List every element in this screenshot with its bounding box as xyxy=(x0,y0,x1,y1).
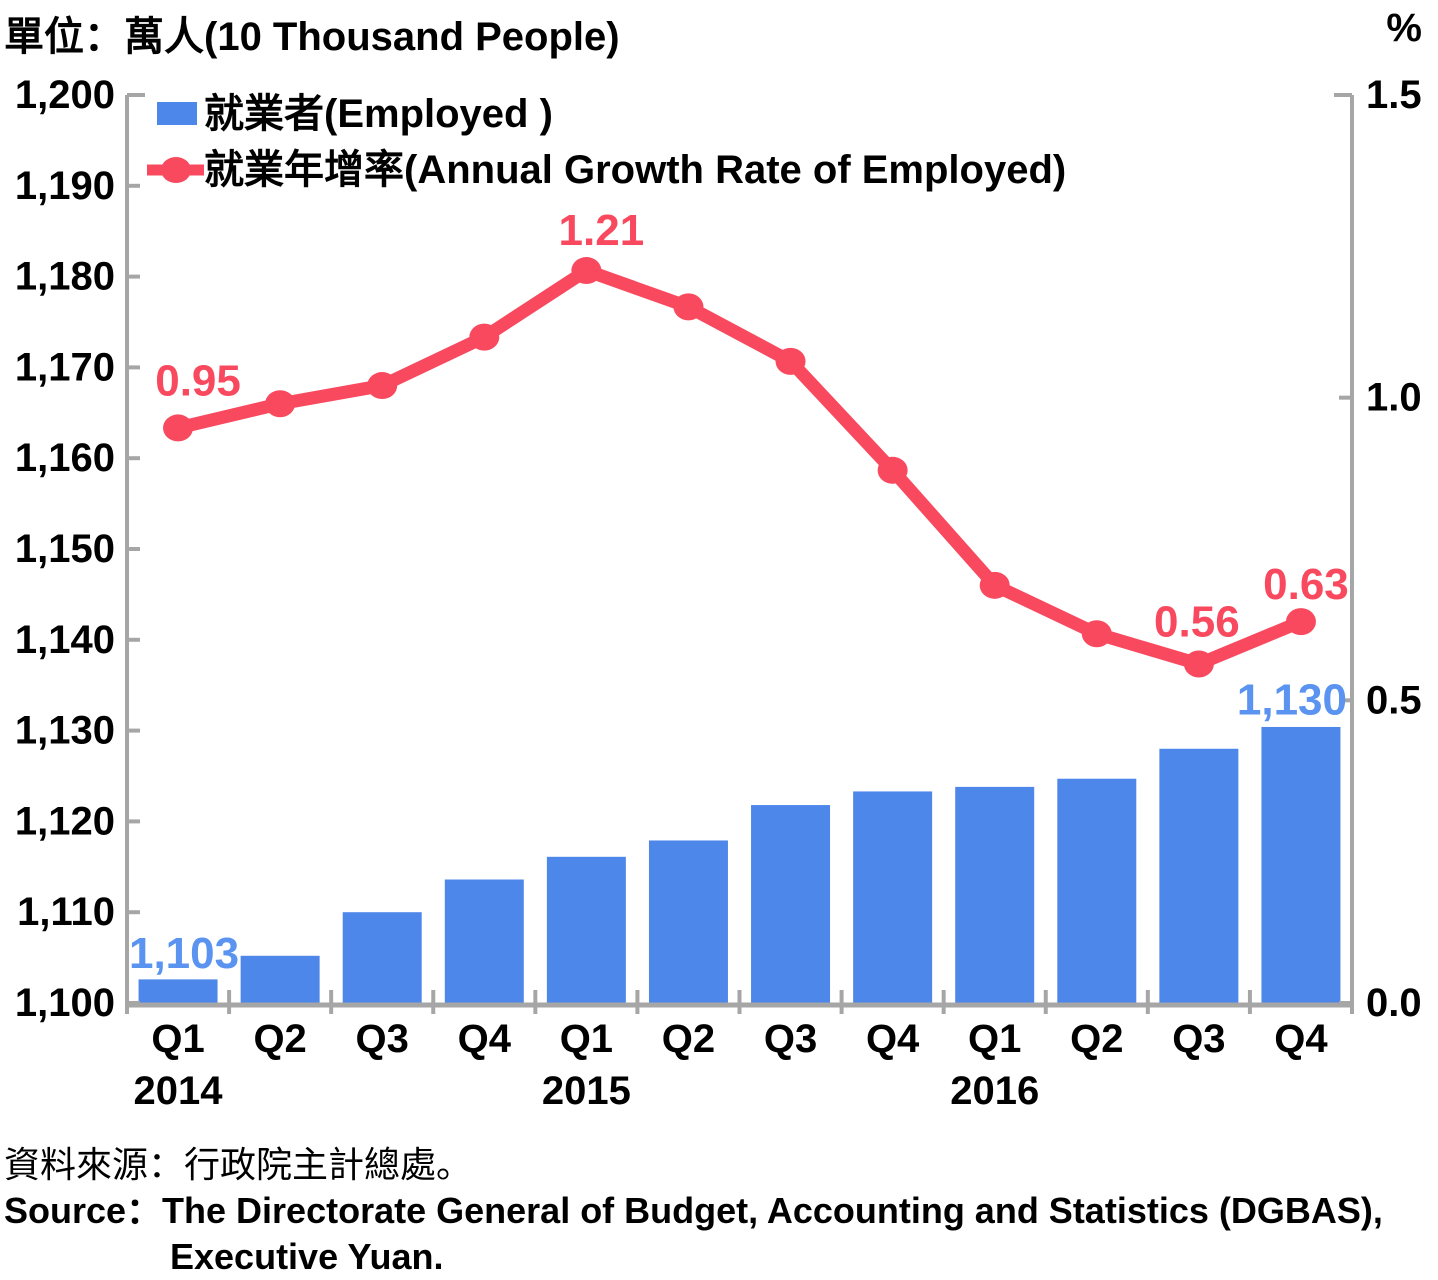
line-marker-q2-2014 xyxy=(265,390,296,418)
bar-q3-2015 xyxy=(751,805,831,1003)
x-label-q3-2016: Q3 xyxy=(1172,1017,1225,1061)
left-axis-label-1,150: 1,150 xyxy=(15,527,115,571)
bar-q4-2016 xyxy=(1261,726,1341,1003)
right-axis-label-0.5: 0.5 xyxy=(1366,678,1422,722)
left-axis-label-1,110: 1,110 xyxy=(17,890,115,934)
left-axis-unit-title: 單位：萬人(10 Thousand People) xyxy=(4,15,620,59)
x-label-q2-2016: Q2 xyxy=(1070,1017,1123,1061)
line-marker-q1-2014 xyxy=(163,414,194,442)
bar-q2-2016 xyxy=(1057,778,1137,1003)
source-line-chinese: 資料來源：行政院主計總處。 xyxy=(4,1144,473,1185)
x-label-q2-2014: Q2 xyxy=(253,1017,306,1061)
source-line-english: Source：The Directorate General of Budget… xyxy=(4,1190,1383,1232)
bar-q2-2014 xyxy=(240,955,320,1003)
line-marker-q2-2016 xyxy=(1081,620,1112,648)
line-marker-q4-2016 xyxy=(1285,608,1316,636)
line-value-label-056: 0.56 xyxy=(1154,598,1240,647)
right-axis-unit-title: % xyxy=(1386,6,1422,50)
line-value-label-121: 1.21 xyxy=(559,206,645,255)
bar-value-label-1103: 1,103 xyxy=(129,929,239,978)
growth-rate-line xyxy=(171,264,1308,671)
line-marker-q4-2015 xyxy=(877,456,908,484)
legend-line-marker xyxy=(161,157,191,183)
left-axis-label-1,170: 1,170 xyxy=(15,345,115,389)
right-axis-label-1.5: 1.5 xyxy=(1366,73,1422,117)
line-value-label-063: 0.63 xyxy=(1263,560,1349,609)
line-marker-q3-2014 xyxy=(367,372,398,400)
bar-q3-2014 xyxy=(342,912,422,1003)
x-label-q2-2015: Q2 xyxy=(662,1017,715,1061)
line-value-label-095: 0.95 xyxy=(155,356,241,405)
x-label-q1-2015: Q1 xyxy=(560,1017,613,1061)
line-marker-q1-2015 xyxy=(571,257,602,285)
legend-label-growth-rate: 就業年增率(Annual Growth Rate of Employed) xyxy=(204,148,1066,192)
line-marker-q3-2016 xyxy=(1183,650,1214,678)
legend-label-employed: 就業者(Employed ) xyxy=(204,92,553,136)
left-axis-label-1,100: 1,100 xyxy=(15,981,115,1025)
line-marker-q1-2016 xyxy=(979,571,1010,599)
left-axis-label-1,130: 1,130 xyxy=(15,709,115,753)
bar-q1-2015 xyxy=(546,856,626,1003)
x-label-q1-2014: Q1 xyxy=(151,1017,204,1061)
source-note: 資料來源：行政院主計總處。 Source：The Directorate Gen… xyxy=(4,1142,1438,1280)
year-label-2014: 2014 xyxy=(134,1069,224,1113)
line-marker-q2-2015 xyxy=(673,293,704,321)
left-axis-label-1,140: 1,140 xyxy=(15,618,115,662)
left-axis-label-1,180: 1,180 xyxy=(15,255,115,299)
x-label-q4-2014: Q4 xyxy=(458,1017,512,1061)
year-label-2015: 2015 xyxy=(542,1069,631,1113)
x-label-q3-2014: Q3 xyxy=(356,1017,409,1061)
line-marker-q3-2015 xyxy=(775,347,806,375)
bar-q3-2016 xyxy=(1159,748,1239,1003)
line-marker-q4-2014 xyxy=(469,323,500,351)
source-line-english-2: Executive Yuan. xyxy=(170,1236,444,1278)
legend-bar-swatch xyxy=(157,102,197,125)
combo-chart: 1,100 1,110 1,120 1,130 1,140 1,150 1,160 1,170… xyxy=(15,73,1422,1113)
bar-q4-2015 xyxy=(853,791,933,1003)
x-label-q4-2016: Q4 xyxy=(1274,1017,1328,1061)
x-label-q4-2015: Q4 xyxy=(866,1017,920,1061)
left-axis-label-1,120: 1,120 xyxy=(15,799,115,843)
bar-q2-2015 xyxy=(648,840,728,1003)
x-label-q3-2015: Q3 xyxy=(764,1017,817,1061)
bar-value-label-1130: 1,130 xyxy=(1237,675,1347,724)
right-axis-label-0.0: 0.0 xyxy=(1366,981,1422,1025)
left-axis-label-1,200: 1,200 xyxy=(15,73,115,117)
left-axis-label-1,160: 1,160 xyxy=(15,436,115,480)
bar-q4-2014 xyxy=(444,879,524,1003)
left-axis-label-1,190: 1,190 xyxy=(15,164,115,208)
bar-q1-2016 xyxy=(955,786,1035,1003)
right-axis-label-1.0: 1.0 xyxy=(1366,376,1422,420)
x-label-q1-2016: Q1 xyxy=(968,1017,1021,1061)
bar-q1-2014 xyxy=(138,979,218,1003)
year-label-2016: 2016 xyxy=(950,1069,1039,1113)
